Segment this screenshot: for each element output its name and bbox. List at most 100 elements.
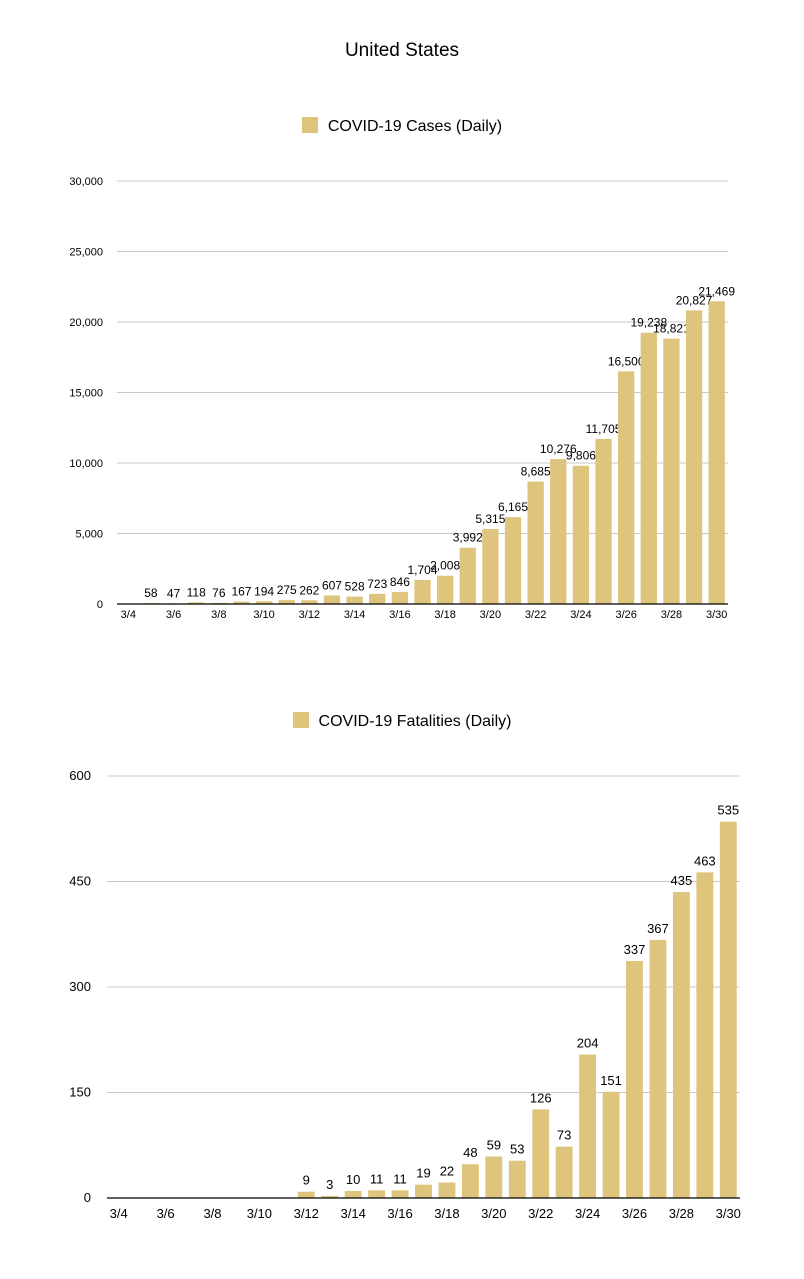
x-tick-label: 3/22 <box>528 1206 553 1221</box>
bar <box>618 371 635 604</box>
x-tick-label: 3/24 <box>570 609 591 621</box>
fatalities-legend: COVID-19 Fatalities (Daily) <box>0 712 804 731</box>
x-tick-label: 3/14 <box>344 609 365 621</box>
y-tick-label: 600 <box>69 768 91 783</box>
y-tick-label: 25,000 <box>69 247 103 259</box>
x-tick-label: 3/6 <box>157 1206 175 1221</box>
bar <box>368 1190 386 1198</box>
bar <box>461 1164 479 1198</box>
cases-legend-label: COVID-19 Cases (Daily) <box>327 118 503 135</box>
y-tick-label: 450 <box>69 874 91 889</box>
bar <box>527 481 544 604</box>
y-tick-label: 0 <box>97 599 103 611</box>
x-tick-label: 3/4 <box>121 609 136 621</box>
x-tick-label: 3/30 <box>706 609 727 621</box>
x-tick-label: 3/18 <box>434 1206 459 1221</box>
x-tick-label: 3/6 <box>166 609 181 621</box>
fatalities-legend-label: COVID-19 Fatalities (Daily) <box>318 713 512 730</box>
y-tick-label: 300 <box>69 979 91 994</box>
data-label: 58 <box>144 586 158 600</box>
bar <box>482 529 499 604</box>
x-tick-label: 3/14 <box>341 1206 366 1221</box>
y-tick-label: 150 <box>69 1085 91 1100</box>
x-tick-label: 3/8 <box>203 1206 221 1221</box>
fatalities-legend-swatch <box>292 712 309 728</box>
x-tick-label: 3/26 <box>622 1206 647 1221</box>
data-label: 463 <box>694 853 716 868</box>
data-label: 59 <box>487 1138 501 1153</box>
bar <box>708 301 725 604</box>
bar <box>508 1160 526 1198</box>
data-label: 19,238 <box>630 316 667 330</box>
data-label: 16,500 <box>608 354 645 368</box>
data-label: 8,685 <box>521 465 551 479</box>
x-tick-label: 3/18 <box>434 609 455 621</box>
bar <box>555 1146 573 1198</box>
bar <box>602 1091 620 1198</box>
x-tick-label: 3/24 <box>575 1206 600 1221</box>
data-label: 10,276 <box>540 442 577 456</box>
x-tick-label: 3/20 <box>481 1206 506 1221</box>
bar <box>255 601 273 604</box>
bar <box>685 310 703 604</box>
data-label: 528 <box>345 580 365 594</box>
x-tick-label: 3/30 <box>716 1206 741 1221</box>
bar <box>301 600 318 604</box>
data-label: 5,315 <box>475 512 505 526</box>
bar <box>391 592 409 604</box>
data-label: 2,008 <box>430 559 460 573</box>
x-tick-label: 3/28 <box>661 609 682 621</box>
data-label: 20,827 <box>676 293 713 307</box>
data-label: 3 <box>326 1177 333 1192</box>
x-tick-label: 3/26 <box>615 609 636 621</box>
cases-chart: 0 5,000 10,000 15,000 20,000 25,000 30,000 58 47… <box>69 176 735 621</box>
bar <box>459 547 476 604</box>
bar <box>672 892 690 1198</box>
bar <box>696 872 714 1198</box>
data-label: 10 <box>346 1172 360 1187</box>
bar <box>640 332 657 604</box>
bar <box>550 459 567 604</box>
x-tick-label: 3/20 <box>480 609 501 621</box>
x-tick-label: 3/4 <box>110 1206 128 1221</box>
data-label: 204 <box>577 1036 599 1051</box>
x-tick-label: 3/10 <box>253 609 274 621</box>
bar <box>344 1190 362 1198</box>
data-label: 723 <box>367 577 387 591</box>
data-label: 76 <box>212 586 226 600</box>
bar <box>579 1054 597 1198</box>
bar <box>297 1191 315 1198</box>
bar <box>649 939 667 1198</box>
data-label: 11 <box>370 1171 384 1186</box>
bar <box>414 579 431 604</box>
data-label: 11 <box>393 1171 407 1186</box>
y-tick-label: 0 <box>84 1190 91 1205</box>
x-tick-label: 3/12 <box>299 609 320 621</box>
data-label: 535 <box>717 803 739 818</box>
bar <box>436 575 454 604</box>
data-label: 126 <box>530 1090 552 1105</box>
data-label: 48 <box>463 1145 477 1160</box>
data-label: 262 <box>299 583 319 597</box>
data-label: 275 <box>277 583 297 597</box>
data-label: 118 <box>187 585 206 599</box>
data-label: 6,165 <box>498 500 528 514</box>
data-label: 9,806 <box>566 449 596 463</box>
y-tick-label: 20,000 <box>69 317 103 329</box>
data-label: 435 <box>671 873 693 888</box>
data-label: 367 <box>647 921 669 936</box>
bar <box>391 1190 409 1198</box>
x-tick-label: 3/12 <box>294 1206 319 1221</box>
bar <box>595 438 612 604</box>
cases-legend: COVID-19 Cases (Daily) <box>0 117 804 136</box>
cases-legend-swatch <box>301 117 318 133</box>
data-label: 167 <box>231 585 251 599</box>
data-label: 21,469 <box>698 284 735 298</box>
data-label: 607 <box>322 578 342 592</box>
bar <box>233 601 250 604</box>
data-label: 9 <box>303 1173 310 1188</box>
data-label: 846 <box>390 575 410 589</box>
y-tick-label: 5,000 <box>75 529 103 541</box>
bar <box>504 517 522 604</box>
